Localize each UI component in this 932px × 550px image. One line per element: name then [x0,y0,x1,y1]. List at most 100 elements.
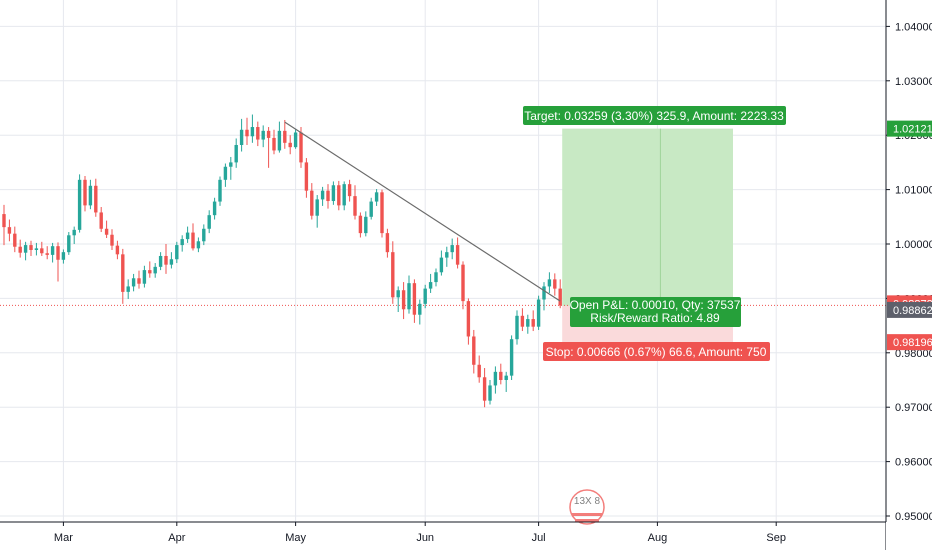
candle[interactable] [515,310,519,345]
candle[interactable] [137,270,141,289]
candle[interactable] [526,314,530,334]
candle[interactable] [293,128,298,149]
candle[interactable] [115,240,120,260]
candle[interactable] [121,248,125,304]
candle[interactable] [358,212,363,238]
candle[interactable] [391,241,395,304]
candle[interactable] [261,125,265,148]
candle[interactable] [558,279,562,309]
trendline[interactable] [284,121,561,302]
candle[interactable] [542,282,546,311]
candle[interactable] [239,118,244,152]
candle[interactable] [2,204,6,246]
target-zone[interactable] [562,128,733,306]
candle[interactable] [364,211,368,237]
candle[interactable] [493,366,498,394]
candle[interactable] [131,273,136,292]
candle[interactable] [7,219,12,242]
candle[interactable] [331,181,336,205]
candle[interactable] [504,371,508,392]
candle[interactable] [94,178,98,217]
candle[interactable] [88,179,93,210]
candle[interactable] [315,195,319,228]
candle[interactable] [223,163,228,187]
candle[interactable] [18,239,22,258]
candle[interactable] [337,180,341,211]
candle[interactable] [380,189,384,238]
candle[interactable] [445,246,449,267]
candle[interactable] [202,224,206,246]
candle[interactable] [299,127,303,168]
candle[interactable] [320,186,325,206]
candle[interactable] [142,265,147,288]
candle[interactable] [401,282,406,320]
pnl-label[interactable]: Open P&L: 0.00010, Qty: 37537 Risk/Rewar… [570,297,741,327]
candle[interactable] [185,226,190,243]
candle[interactable] [342,181,346,211]
target-label[interactable]: Target: 0.03259 (3.30%) 325.9, Amount: 2… [523,106,786,125]
candle[interactable] [353,185,357,220]
candle[interactable] [29,240,33,256]
candle[interactable] [466,298,471,345]
candle[interactable] [520,308,525,332]
candle[interactable] [67,232,71,255]
candle[interactable] [477,355,481,383]
candle[interactable] [180,235,184,252]
candle[interactable] [450,238,454,260]
candle[interactable] [245,117,249,145]
candle[interactable] [434,268,438,287]
candle[interactable] [423,284,427,309]
candle[interactable] [250,114,255,143]
candle[interactable] [13,226,17,253]
candle[interactable] [61,249,66,264]
candle[interactable] [347,179,352,202]
candle[interactable] [83,176,87,212]
candle[interactable] [509,335,514,380]
stop-label[interactable]: Stop: 0.00666 (0.67%) 66.6, Amount: 750 [543,342,770,361]
candle[interactable] [482,368,487,408]
candle[interactable] [439,250,444,276]
candle[interactable] [212,197,217,220]
candle[interactable] [283,119,287,149]
candle[interactable] [110,229,114,250]
candle[interactable] [488,380,492,405]
candle[interactable] [374,189,379,206]
candle[interactable] [553,273,557,296]
candle[interactable] [191,223,195,251]
candle[interactable] [126,279,130,299]
candle[interactable] [412,279,417,323]
candle[interactable] [428,273,433,293]
candle[interactable] [50,242,55,263]
candle[interactable] [277,121,282,153]
candle[interactable] [77,174,82,233]
candle[interactable] [418,299,422,325]
candle[interactable] [266,127,271,168]
candle[interactable] [407,275,411,314]
candle[interactable] [455,237,460,269]
candle[interactable] [207,210,211,234]
candle[interactable] [547,272,552,293]
candle[interactable] [40,241,44,256]
candle[interactable] [385,228,390,258]
candle[interactable] [175,241,179,264]
candle[interactable] [326,184,330,209]
candle[interactable] [310,183,314,220]
candle[interactable] [153,263,157,278]
candle[interactable] [196,237,201,253]
candle[interactable] [45,246,49,260]
candle[interactable] [164,244,168,274]
candle[interactable] [218,176,222,206]
candle[interactable] [23,241,28,261]
candle[interactable] [272,129,276,155]
candle[interactable] [104,220,109,239]
candle[interactable] [499,363,503,385]
candles[interactable] [2,114,562,408]
candle[interactable] [396,286,400,312]
candle[interactable] [56,242,60,282]
candle[interactable] [288,135,292,155]
candle[interactable] [99,207,103,233]
candle[interactable] [34,242,39,256]
candle[interactable] [531,310,535,332]
candle[interactable] [72,226,76,244]
